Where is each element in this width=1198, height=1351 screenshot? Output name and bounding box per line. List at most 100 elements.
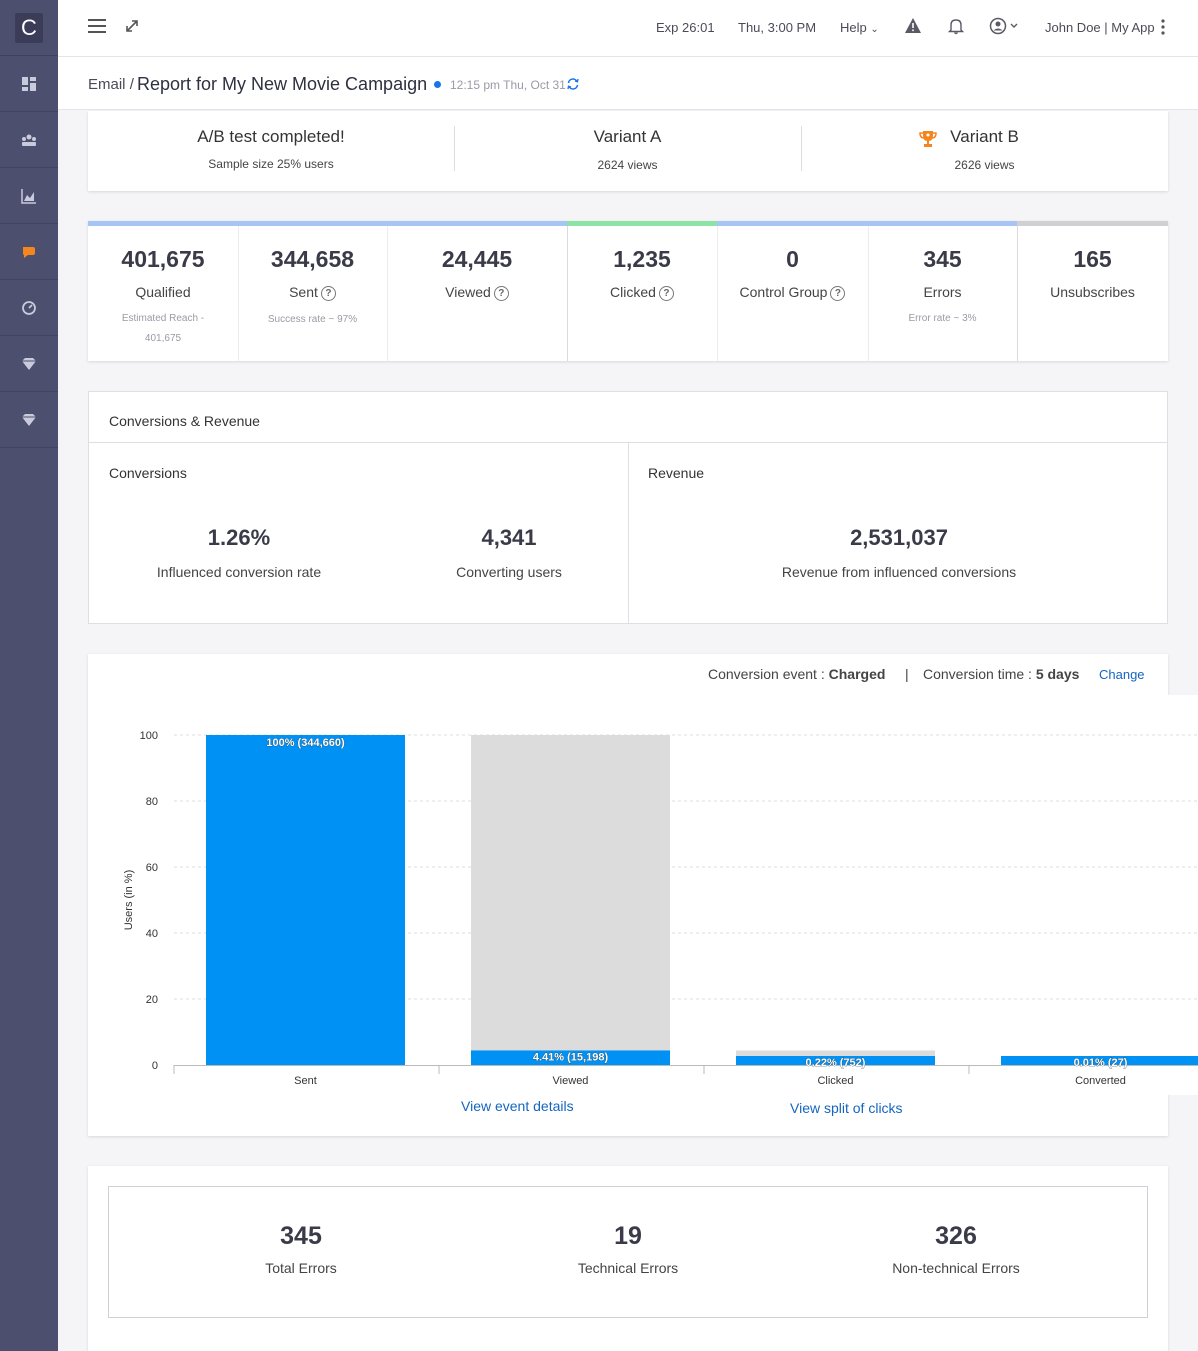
metric-value: 1.26% [207, 525, 271, 550]
revenue-heading: Revenue [648, 465, 705, 481]
separator: | [905, 666, 909, 682]
dashboard-icon[interactable] [0, 56, 58, 112]
more-vertical-icon[interactable] [1161, 19, 1165, 40]
account-menu[interactable] [989, 17, 1023, 40]
variant-b-name: Variant B [950, 127, 1019, 146]
metric-conversion-rate: 1.26% Influenced conversion rate [129, 525, 349, 580]
variant-b: Variant B 2626 views [801, 127, 1168, 172]
y-tick-label: 20 [146, 994, 158, 1006]
sidebar: C [0, 0, 58, 1351]
help-icon[interactable]: ? [658, 286, 674, 301]
metric-value: 326 [935, 1222, 977, 1250]
time-label: Conversion time : [923, 666, 1036, 682]
ab-status: A/B test completed! Sample size 25% user… [88, 127, 454, 171]
divider [454, 126, 455, 171]
stat-unsubscribes: 165 Unsubscribes [1017, 226, 1168, 361]
report-timestamp: 12:15 pm Thu, Oct 31 [450, 78, 566, 92]
view-event-details-link[interactable]: View event details [461, 1098, 574, 1114]
stat-label: Unsubscribes [1050, 284, 1135, 300]
warning-icon[interactable] [904, 17, 922, 40]
data-label: 100% (344,660) [266, 737, 345, 749]
stat-label: Viewed [445, 284, 491, 300]
stat-label: Control Group [739, 284, 828, 300]
breadcrumb-separator: / [129, 76, 134, 93]
metric-revenue: 2,531,037 Revenue from influenced conver… [729, 525, 1069, 580]
divider [801, 126, 802, 171]
expand-icon[interactable] [125, 19, 139, 38]
delivery-stats: 401,675 Qualified Estimated Reach - 401,6… [88, 221, 1168, 361]
diamond-alt-icon[interactable] [0, 392, 58, 448]
hamburger-menu-icon[interactable] [88, 19, 106, 33]
view-split-of-clicks-link[interactable]: View split of clicks [790, 1100, 903, 1116]
divider [238, 226, 239, 361]
stat-value: 165 [1073, 246, 1112, 272]
help-icon[interactable]: ? [493, 286, 509, 301]
variant-a-name: Variant A [593, 127, 662, 146]
y-tick-label: 100 [140, 730, 158, 742]
bell-icon[interactable] [947, 17, 965, 40]
app-logo[interactable]: C [0, 0, 58, 56]
help-menu[interactable]: Help ⌄ [840, 20, 879, 35]
metric-label: Influenced conversion rate [156, 564, 322, 580]
metric-value: 19 [614, 1222, 642, 1250]
variant-b-views: 2626 views [954, 158, 1015, 172]
data-label: 4.41% (15,198) [533, 1051, 609, 1063]
divider [628, 443, 629, 624]
metric-label: Revenue from influenced conversions [781, 564, 1017, 580]
segments-icon[interactable] [0, 112, 58, 168]
stat-value: 344,658 [270, 246, 355, 272]
stat-value: 1,235 [613, 246, 671, 272]
divider [717, 226, 718, 361]
logo-letter: C [15, 12, 43, 43]
stat-sub: Success rate ~ 97% [267, 314, 358, 325]
stat-control-group: 0 Control Group? [717, 226, 868, 361]
errors-link[interactable]: Errors [923, 284, 962, 300]
ab-status-title: A/B test completed! [197, 127, 345, 146]
diamond-icon[interactable] [0, 336, 58, 392]
divider [567, 226, 568, 361]
breadcrumb-email[interactable]: Email / [88, 76, 134, 93]
metric-value: 4,341 [481, 525, 537, 550]
stat-viewed: 24,445 Viewed? [387, 226, 567, 361]
conversions-heading: Conversions [109, 465, 187, 481]
y-tick-label: 60 [146, 862, 158, 874]
divider [1017, 226, 1018, 361]
help-icon[interactable]: ? [830, 286, 846, 301]
trophy-icon [918, 129, 938, 154]
ab-test-summary: A/B test completed! Sample size 25% user… [88, 111, 1168, 191]
event-value: Charged [828, 666, 886, 682]
x-tick-label: Sent [294, 1075, 317, 1087]
stat-value: 345 [923, 246, 962, 272]
help-icon[interactable]: ? [320, 286, 336, 301]
x-tick-label: Viewed [553, 1075, 589, 1087]
data-label: 0.22% (752) [806, 1057, 866, 1069]
time-value: 5 days [1035, 666, 1080, 682]
stat-label: Qualified [135, 284, 191, 300]
expiry-timer: Exp 26:01 [656, 20, 715, 35]
change-button[interactable]: Change [1099, 667, 1145, 682]
bar-clicked [736, 1056, 935, 1065]
stat-sub: Estimated Reach - [121, 313, 205, 324]
stat-qualified: 401,675 Qualified Estimated Reach - 401,6… [88, 226, 238, 361]
metric-label: Technical Errors [577, 1260, 679, 1276]
analytics-icon[interactable] [0, 168, 58, 224]
divider [868, 226, 869, 361]
metric-label: Total Errors [265, 1260, 337, 1276]
help-label: Help [840, 20, 867, 35]
divider [387, 226, 388, 361]
campaigns-icon[interactable] [0, 224, 58, 280]
chevron-down-icon: ⌄ [870, 24, 879, 35]
y-tick-label: 80 [146, 796, 158, 808]
variant-a: Variant A 2624 views [454, 127, 801, 172]
x-tick-label: Converted [1075, 1075, 1126, 1087]
technical-errors: 19 Technical Errors [503, 1222, 753, 1276]
user-app-label[interactable]: John Doe | My App [1045, 20, 1155, 35]
ab-sample-size: Sample size 25% users [208, 157, 334, 171]
chart-header: Conversion event : Charged | Conversion … [88, 654, 1168, 696]
speedometer-icon[interactable] [0, 280, 58, 336]
stat-sub: 401,675 [144, 333, 182, 344]
stat-sub: Error rate ~ 3% [908, 313, 977, 324]
non-technical-errors: 326 Non-technical Errors [831, 1222, 1081, 1276]
stripe-control [717, 221, 1017, 226]
refresh-icon[interactable] [566, 77, 580, 96]
